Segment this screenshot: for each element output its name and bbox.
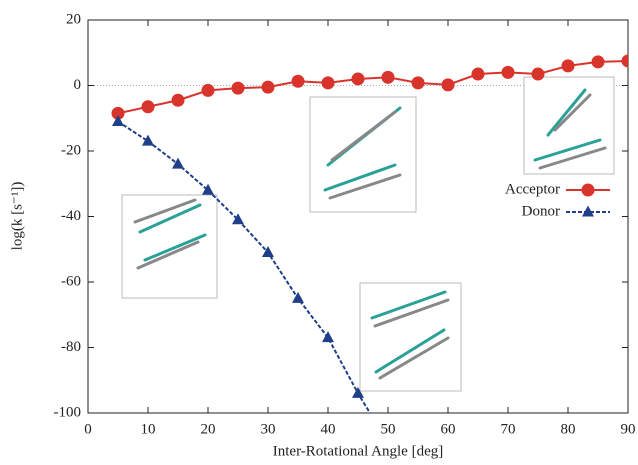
marker: [142, 100, 155, 113]
legend-label: Donor: [522, 203, 560, 219]
y-tick-label: -40: [61, 208, 81, 224]
marker: [202, 84, 215, 97]
x-tick-label: 0: [84, 421, 92, 437]
x-tick-label: 20: [201, 421, 216, 437]
marker: [502, 66, 515, 79]
x-tick-label: 80: [561, 421, 576, 437]
insets: [122, 77, 614, 391]
x-tick-label: 60: [441, 421, 456, 437]
y-tick-label: 20: [66, 11, 81, 27]
marker: [262, 81, 275, 94]
y-tick-label: -100: [54, 404, 82, 420]
x-tick-label: 50: [381, 421, 396, 437]
inset-image: [360, 283, 461, 391]
y-tick-label: -80: [61, 339, 81, 355]
marker: [442, 78, 455, 91]
marker: [472, 68, 485, 81]
x-axis-label: Inter-Rotational Angle [deg]: [273, 443, 443, 459]
marker: [232, 213, 244, 224]
marker: [382, 71, 395, 84]
marker: [592, 55, 605, 68]
marker: [172, 158, 184, 169]
y-tick-label: -60: [61, 273, 81, 289]
chart: 0 10 20 30 40 50 60 70 80 90 -100 -80 -60 -40 -20 0 20 Ac…: [0, 0, 638, 465]
marker: [202, 184, 214, 195]
x-tick-label: 40: [321, 421, 336, 437]
marker: [142, 135, 154, 146]
inset-image: [524, 77, 614, 174]
inset-image: [310, 97, 416, 212]
inset-image: [122, 195, 217, 298]
y-tick-label: 0: [74, 77, 82, 93]
marker: [172, 94, 185, 107]
marker: [322, 76, 335, 89]
legend-label: Acceptor: [505, 181, 560, 197]
marker: [352, 72, 365, 85]
marker: [232, 82, 245, 95]
y-axis-label: log(k [s⁻¹]): [9, 182, 25, 251]
x-tick-label: 10: [141, 421, 156, 437]
marker: [562, 59, 575, 72]
marker: [292, 75, 305, 88]
x-tick-label: 30: [261, 421, 276, 437]
marker: [622, 54, 635, 67]
marker: [532, 68, 545, 81]
y-tick-label: -20: [61, 142, 81, 158]
x-tick-label: 90: [621, 421, 636, 437]
legend-marker: [582, 184, 595, 197]
x-tick-label: 70: [501, 421, 516, 437]
marker: [412, 76, 425, 89]
